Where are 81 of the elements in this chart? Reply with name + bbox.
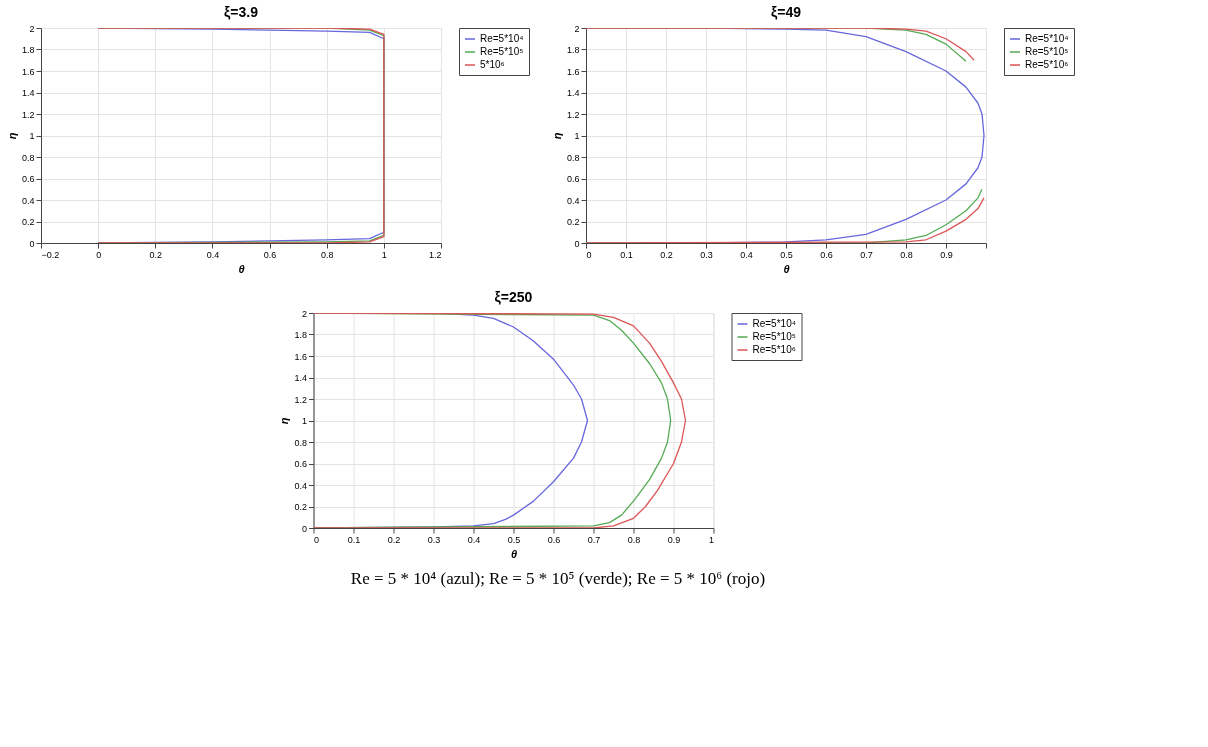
x-axis-title: θ	[510, 547, 518, 560]
y-tick-label: 1.4	[566, 88, 580, 98]
x-tick-label: 0.4	[740, 249, 753, 260]
legend-label: Re=5*10⁶	[752, 344, 796, 355]
x-tick-label: 0.6	[547, 534, 561, 545]
x-tick-label: 0.7	[587, 534, 601, 545]
x-tick-label: 0	[96, 249, 102, 260]
y-tick-label: 1.8	[21, 45, 35, 55]
x-tick-label: 0	[314, 534, 320, 545]
y-tick-label: 0.4	[566, 195, 580, 206]
y-tick-label: 0.2	[566, 217, 580, 227]
x-tick-label: 0.4	[467, 534, 481, 545]
y-tick-label: 0.2	[294, 502, 307, 512]
y-tick-label: 0	[29, 238, 35, 249]
y-tick-label: 1.2	[21, 109, 35, 120]
x-tick-label: 0.9	[667, 534, 681, 545]
x-tick-label: 0.9	[940, 249, 953, 260]
x-tick-label: 0.2	[387, 534, 401, 545]
legend-label: Re=5*10⁵	[752, 331, 796, 342]
y-tick-label: 1.4	[294, 373, 307, 383]
y-tick-label: 2	[29, 23, 35, 34]
x-tick-label: 0.1	[347, 534, 361, 545]
x-tick-label: 0.5	[780, 249, 793, 260]
y-tick-label: 1.6	[566, 66, 580, 77]
x-axis-title: θ	[783, 262, 790, 275]
legend-label: Re=5*10⁴	[480, 33, 524, 44]
y-tick-label: 0.4	[21, 195, 35, 206]
y-tick-label: 1	[29, 131, 35, 141]
chart-title: ξ=49	[771, 4, 802, 20]
x-tick-label: 0.4	[206, 249, 220, 260]
y-tick-label: 1.6	[294, 351, 307, 362]
y-axis-title: η	[5, 132, 18, 140]
y-tick-label: 1.4	[21, 88, 35, 98]
x-tick-label: 1.2	[428, 249, 442, 260]
y-tick-label: 0.8	[21, 152, 35, 163]
x-tick-label: 0.2	[660, 249, 673, 260]
y-tick-label: 0	[301, 523, 307, 534]
x-tick-label: 1	[708, 534, 714, 545]
x-tick-label: 0.8	[900, 249, 913, 260]
y-tick-label: 0.6	[294, 459, 307, 469]
chart-title: ξ=3.9	[224, 4, 259, 20]
y-tick-label: 2	[574, 23, 580, 34]
x-tick-label: 0.1	[620, 249, 633, 260]
legend-label: Re=5*10⁴	[752, 318, 796, 329]
y-tick-label: 1.6	[21, 66, 35, 77]
y-tick-label: 0.4	[294, 480, 307, 491]
y-tick-label: 0.8	[294, 437, 307, 448]
legend-label: Re=5*10⁵	[480, 46, 524, 57]
y-tick-label: 1	[301, 416, 307, 426]
y-tick-label: 1.2	[566, 109, 580, 120]
x-tick-label: 1	[381, 249, 387, 260]
x-tick-label: 0.2	[149, 249, 163, 260]
x-tick-label: 0	[586, 249, 592, 260]
y-axis-title: η	[550, 132, 563, 140]
x-tick-label: 0.8	[320, 249, 334, 260]
x-tick-label: 0.7	[860, 249, 873, 260]
chart-title: ξ=250	[494, 289, 533, 305]
y-tick-label: 0.8	[566, 152, 580, 163]
x-axis-title: θ	[238, 262, 245, 275]
x-tick-label: 0.3	[427, 534, 441, 545]
legend-label: Re=5*10⁵	[1025, 46, 1069, 57]
y-axis-title: η	[278, 417, 291, 425]
x-tick-label: 0.6	[820, 249, 833, 260]
y-tick-label: 1	[574, 131, 580, 141]
x-tick-label: 0.8	[627, 534, 641, 545]
y-tick-label: 0.2	[21, 217, 35, 227]
y-tick-label: 2	[301, 308, 307, 319]
x-tick-label: 0.3	[700, 249, 713, 260]
y-tick-label: 1.2	[294, 394, 307, 405]
y-tick-label: 0.6	[566, 174, 580, 184]
legend-label: Re=5*10⁶	[1025, 59, 1069, 70]
legend-label: Re=5*10⁴	[1025, 33, 1069, 44]
legend-label: 5*10⁶	[480, 59, 505, 70]
y-tick-label: 0	[574, 238, 580, 249]
x-tick-label: 0.6	[263, 249, 277, 260]
x-tick-label: 0.5	[507, 534, 521, 545]
y-tick-label: 0.6	[21, 174, 35, 184]
y-tick-label: 1.8	[566, 45, 580, 55]
x-tick-label: −0.2	[41, 249, 60, 260]
text: Re = 5 * 10⁴ (azul); Re = 5 * 10⁵ (verde); Re = 5 * 10⁶ (rojo)	[350, 569, 766, 588]
y-tick-label: 1.8	[294, 330, 307, 340]
